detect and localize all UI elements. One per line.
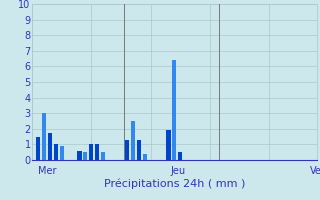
Bar xyxy=(125,140,129,160)
Bar xyxy=(42,113,46,160)
Bar xyxy=(83,152,87,160)
Text: Précipitations 24h ( mm ): Précipitations 24h ( mm ) xyxy=(104,179,245,189)
Bar xyxy=(54,144,58,160)
Bar xyxy=(77,151,82,160)
Text: Jeu: Jeu xyxy=(170,166,185,176)
Bar xyxy=(95,144,99,160)
Bar xyxy=(48,133,52,160)
Bar xyxy=(131,121,135,160)
Bar xyxy=(178,152,182,160)
Bar xyxy=(36,137,40,160)
Text: Mer: Mer xyxy=(38,166,56,176)
Bar xyxy=(166,130,171,160)
Bar xyxy=(101,152,105,160)
Bar xyxy=(143,154,147,160)
Bar xyxy=(172,60,176,160)
Bar xyxy=(89,144,93,160)
Bar xyxy=(60,146,64,160)
Bar xyxy=(137,140,141,160)
Text: Ven: Ven xyxy=(310,166,320,176)
